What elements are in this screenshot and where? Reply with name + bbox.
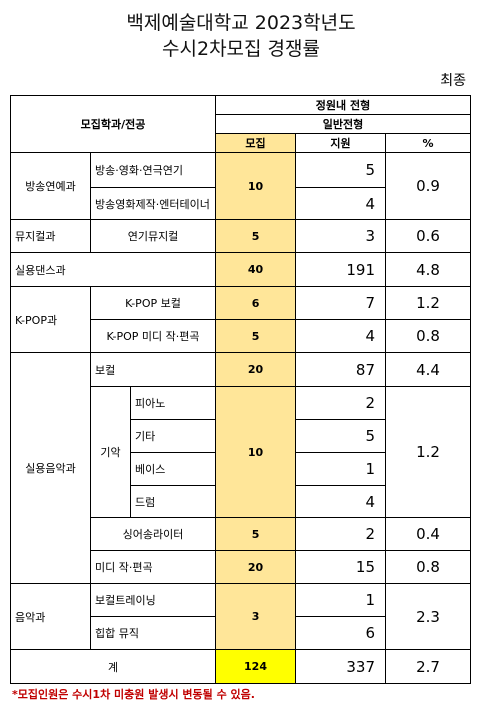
header: 정원내 전형 xyxy=(215,95,472,115)
quota: 3 xyxy=(215,583,297,650)
header: 모집학과/전공 xyxy=(9,95,217,153)
applicants: 6 xyxy=(295,616,387,650)
quota: 5 xyxy=(215,219,297,253)
dept: 음악과 xyxy=(10,583,91,650)
ratio: 0.6 xyxy=(385,219,472,253)
major: 보컬 xyxy=(89,352,217,387)
title: 백제예술대학교 2023학년도 xyxy=(126,12,356,34)
title: 수시2차모집 경쟁률 xyxy=(162,38,320,60)
major: 연기뮤지컬 xyxy=(89,219,217,253)
applicants: 4 xyxy=(295,485,387,518)
applicants: 1 xyxy=(295,452,387,486)
applicants: 2 xyxy=(295,386,387,420)
instrument: 피아노 xyxy=(129,386,217,420)
applicants: 4 xyxy=(295,319,387,353)
major: K-POP 미디 작·편곡 xyxy=(89,319,217,353)
applicants: 15 xyxy=(295,550,387,584)
note: *모집인원은 수시1차 미충원 발생시 변동될 수 있음. xyxy=(12,688,255,701)
ratio: 0.8 xyxy=(385,319,472,353)
quota: 40 xyxy=(215,252,297,287)
dept: 뮤지컬과 xyxy=(10,219,91,253)
applicants: 3 xyxy=(295,219,387,253)
ratio: 0.9 xyxy=(385,152,472,220)
major: 보컬트레이닝 xyxy=(89,583,217,617)
header: 모집 xyxy=(215,133,297,153)
major: 미디 작·편곡 xyxy=(89,550,217,584)
applicants: 4 xyxy=(295,187,387,220)
dept: 실용댄스과 xyxy=(9,252,217,287)
applicants: 7 xyxy=(295,286,387,320)
applicants: 2 xyxy=(295,517,387,551)
total-applicants: 337 xyxy=(295,649,387,684)
applicants: 191 xyxy=(295,252,387,287)
header: % xyxy=(385,133,472,153)
major: 힙합 뮤직 xyxy=(89,616,217,650)
major: 싱어송라이터 xyxy=(89,517,217,551)
ratio: 4.4 xyxy=(385,352,472,387)
header: 지원 xyxy=(295,133,387,153)
ratio: 2.3 xyxy=(385,583,472,650)
table: 모집학과/전공 정원내 전형 일반전형 모집 지원% 방송연예과 방송·영화·연극연기… xyxy=(9,95,472,684)
instrument: 베이스 xyxy=(129,452,217,486)
quota: 5 xyxy=(215,517,297,551)
instrument: 드럼 xyxy=(129,485,217,518)
major: 방송영화제작·엔터테이너 xyxy=(89,187,217,220)
instrument: 기타 xyxy=(129,419,217,453)
major: 기악 xyxy=(90,386,131,518)
total-ratio: 2.7 xyxy=(385,649,472,684)
header: 일반전형 xyxy=(215,114,472,134)
applicants: 1 xyxy=(295,583,387,617)
ratio: 4.8 xyxy=(385,252,472,287)
major: K-POP 보컬 xyxy=(89,286,217,320)
applicants: 5 xyxy=(295,419,387,453)
ratio: 1.2 xyxy=(385,386,472,518)
quota: 20 xyxy=(215,550,297,584)
total-quota: 124 xyxy=(215,649,297,684)
status: 최종 xyxy=(440,73,466,89)
dept: 방송연예과 xyxy=(10,152,91,220)
dept: K-POP과 xyxy=(10,286,91,353)
quota: 20 xyxy=(215,352,297,387)
quota: 10 xyxy=(215,386,297,518)
quota: 10 xyxy=(215,152,297,220)
ratio: 0.8 xyxy=(385,550,472,584)
applicants: 87 xyxy=(295,352,387,387)
quota: 5 xyxy=(215,319,297,353)
total-label: 계 xyxy=(9,649,217,684)
ratio: 0.4 xyxy=(385,517,472,551)
ratio: 1.2 xyxy=(385,286,472,320)
applicants: 5 xyxy=(295,152,387,188)
quota: 6 xyxy=(215,286,297,320)
dept: 실용음악과 xyxy=(10,352,91,584)
major: 방송·영화·연극연기 xyxy=(89,152,217,188)
